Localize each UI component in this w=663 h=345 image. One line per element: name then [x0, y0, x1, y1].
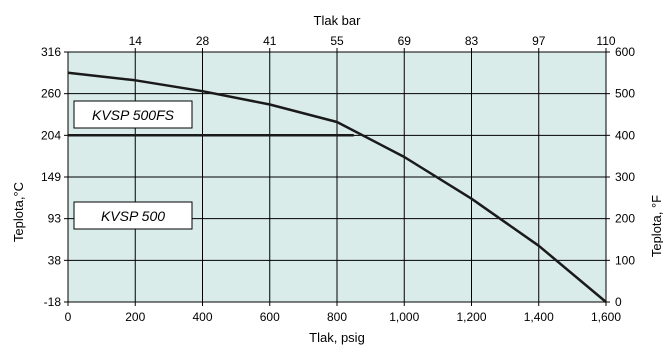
bottom-axis-title: Tlak, psig: [309, 330, 365, 345]
top-tick-label: 14: [129, 34, 143, 48]
top-tick-label: 97: [532, 34, 546, 48]
top-tick-label: 55: [330, 34, 344, 48]
series-layer: [67, 71, 607, 303]
top-tick-label: 69: [398, 34, 412, 48]
top-tick-label: 83: [465, 34, 479, 48]
annotation-kvsp-500: KVSP 500: [101, 208, 165, 224]
bottom-tick-label: 400: [192, 310, 212, 324]
annotation-kvsp-500fs: KVSP 500FS: [92, 107, 175, 123]
left-tick-label: -18: [44, 295, 62, 309]
right-axis-title: Teplota, °F: [649, 195, 663, 257]
bottom-tick-label: 1,000: [389, 310, 419, 324]
bottom-tick-label: 1,200: [456, 310, 486, 324]
right-tick-label: 300: [615, 170, 635, 184]
right-tick-label: 600: [615, 45, 635, 59]
left-tick-label: 260: [41, 87, 61, 101]
left-tick-label: 204: [41, 128, 61, 142]
top-tick-label: 41: [263, 34, 277, 48]
right-tick-label: 0: [615, 295, 622, 309]
right-tick-label: 400: [615, 128, 635, 142]
bottom-tick-label: 800: [327, 310, 347, 324]
tick-labels: 0 200 400 600 800 1,000 1,200 1,400 1,600 14 28 41 5…: [41, 34, 635, 324]
bottom-tick-label: 1,600: [591, 310, 621, 324]
top-tick-label: 110: [596, 34, 615, 48]
series-line-temperature-curve: [67, 71, 607, 303]
bottom-tick-label: 1,400: [524, 310, 554, 324]
left-tick-label: 149: [41, 170, 61, 184]
annotation-box-kvsp-500: [73, 201, 193, 230]
right-tick-label: 200: [615, 212, 635, 226]
right-tick-label: 500: [615, 87, 635, 101]
right-tick-label: 100: [615, 253, 635, 267]
bottom-tick-label: 200: [125, 310, 145, 324]
left-tick-label: 93: [48, 212, 62, 226]
left-tick-label: 316: [41, 45, 61, 59]
bottom-tick-label: 0: [65, 310, 72, 324]
left-tick-label: 38: [48, 253, 62, 267]
bottom-tick-label: 600: [260, 310, 280, 324]
top-axis-title: Tlak bar: [314, 13, 362, 28]
left-axis-title: Teplota,°C: [11, 182, 26, 242]
top-tick-label: 28: [196, 34, 210, 48]
annotation-box-kvsp-500fs: [73, 100, 193, 129]
